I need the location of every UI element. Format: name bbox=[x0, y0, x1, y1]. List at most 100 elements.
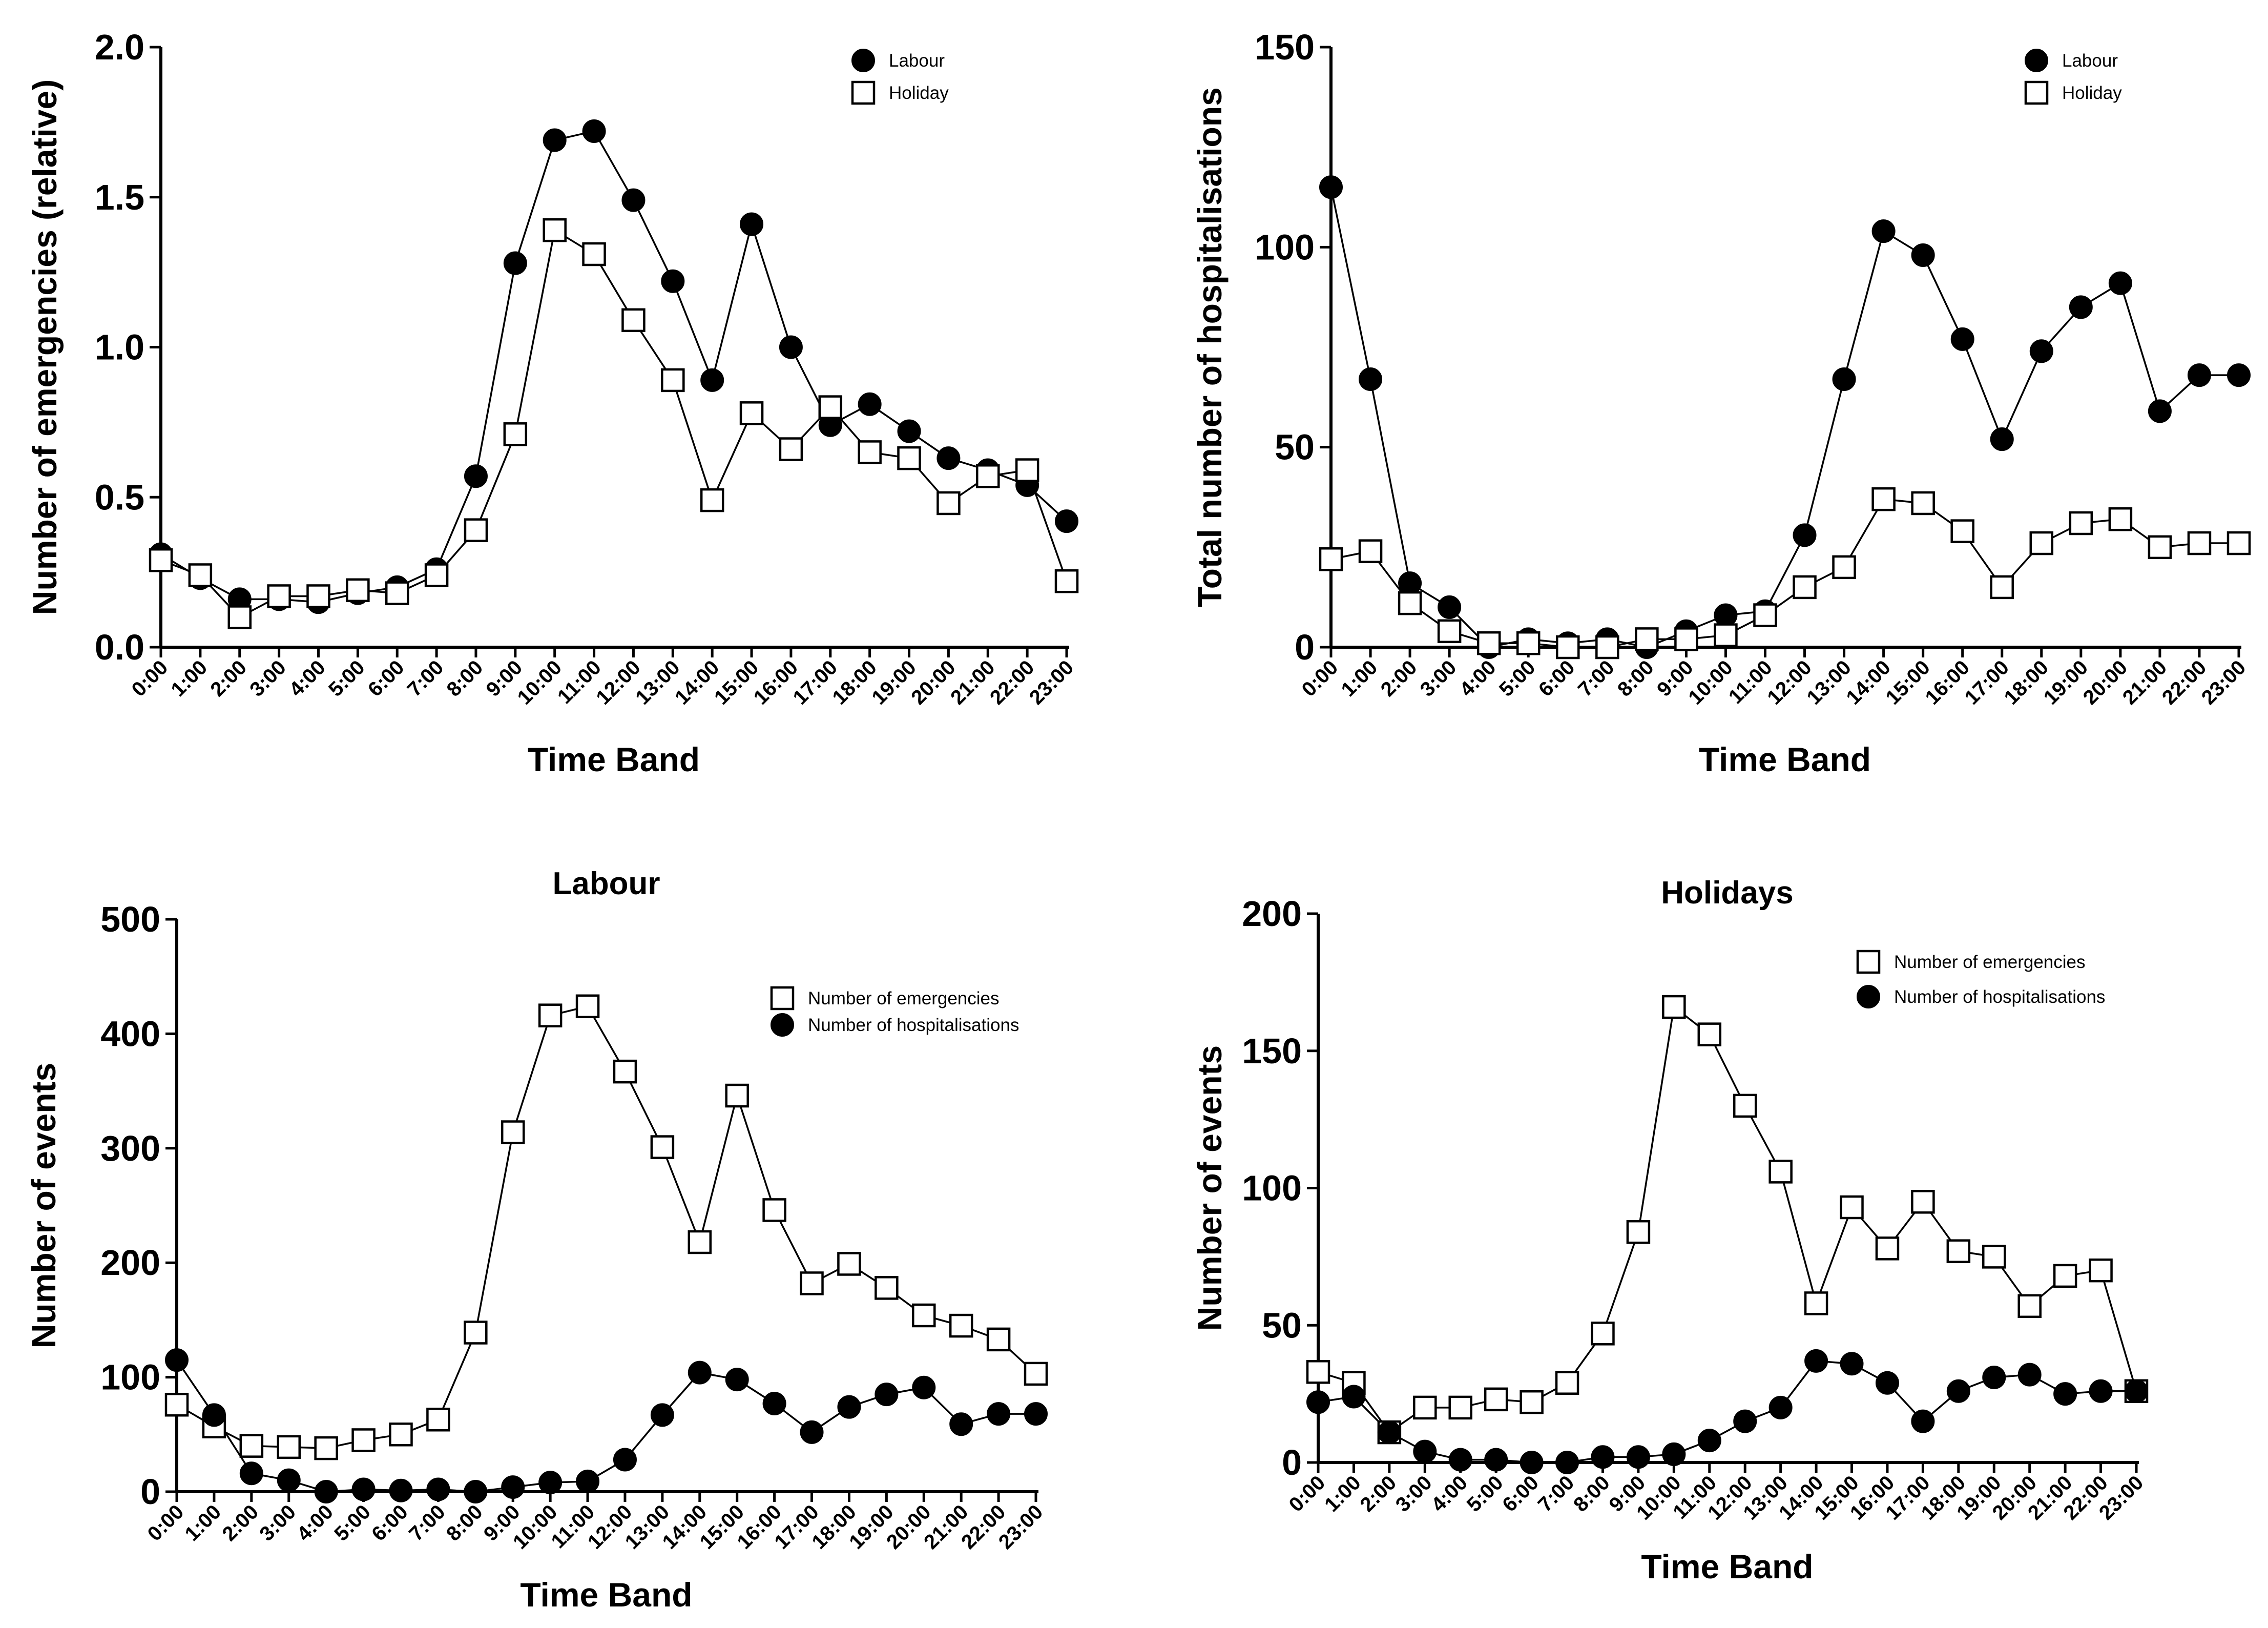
y-tick-label: 400 bbox=[100, 1014, 160, 1054]
y-tick-label: 1.0 bbox=[95, 327, 144, 367]
data-point bbox=[1476, 631, 1501, 655]
y-tick-label: 50 bbox=[1275, 427, 1315, 467]
x-tick-label: 5:00 bbox=[1463, 1471, 1508, 1516]
data-point bbox=[1448, 1448, 1472, 1472]
data-point bbox=[2108, 271, 2132, 295]
y-tick-label: 200 bbox=[1242, 894, 1302, 934]
data-point bbox=[1733, 1094, 1757, 1118]
data-point bbox=[239, 1461, 263, 1486]
x-tick-label: 4:00 bbox=[1427, 1471, 1472, 1516]
x-tick-label: 4:00 bbox=[293, 1500, 338, 1545]
legend-label: Number of emergencies bbox=[808, 988, 1000, 1008]
legend-marker bbox=[1856, 950, 1881, 974]
data-point bbox=[1662, 995, 1686, 1019]
data-point bbox=[2053, 1382, 2077, 1406]
data-point bbox=[149, 548, 173, 572]
data-point bbox=[1697, 1429, 1721, 1453]
data-point bbox=[858, 392, 882, 416]
data-point bbox=[897, 446, 921, 470]
data-point bbox=[1516, 631, 1541, 655]
data-point bbox=[389, 1423, 413, 1447]
data-point bbox=[1804, 1349, 1828, 1373]
data-point bbox=[1413, 1439, 1437, 1464]
x-tick-label: 1:00 bbox=[1320, 1471, 1365, 1516]
x-tick-label: 18:00 bbox=[828, 656, 881, 709]
legend-marker bbox=[771, 1013, 794, 1037]
data-point bbox=[661, 269, 685, 293]
x-tick-label: 11:00 bbox=[553, 656, 606, 708]
data-point bbox=[1626, 1445, 1650, 1469]
data-point bbox=[762, 1198, 786, 1222]
y-tick-label: 500 bbox=[100, 899, 160, 939]
y-tick-label: 50 bbox=[1262, 1305, 1302, 1345]
x-tick-label: 17:00 bbox=[1961, 656, 2013, 709]
y-tick-label: 300 bbox=[100, 1128, 160, 1168]
data-point bbox=[1911, 491, 1935, 516]
legend: Number of emergencies Number of hospitali… bbox=[770, 986, 1019, 1037]
series-line bbox=[176, 1005, 1037, 1449]
data-point bbox=[2069, 511, 2093, 535]
data-point bbox=[700, 368, 724, 392]
series-line bbox=[1318, 1360, 2136, 1464]
data-point bbox=[1448, 1395, 1472, 1420]
x-tick-label: 23:00 bbox=[994, 1500, 1047, 1553]
x-tick-label: 7:00 bbox=[403, 656, 448, 701]
series-labour bbox=[160, 130, 1068, 603]
data-point bbox=[389, 1478, 413, 1502]
data-point bbox=[543, 128, 567, 152]
data-point bbox=[351, 1428, 376, 1452]
series-markers-holiday bbox=[1319, 487, 2251, 660]
y-axis-title: Number of events bbox=[25, 1063, 63, 1348]
data-point bbox=[1871, 487, 1896, 511]
data-point bbox=[1319, 547, 1343, 571]
data-point bbox=[1768, 1160, 1793, 1184]
data-point bbox=[1398, 571, 1422, 595]
y-axis-title: Number of emergencies (relative) bbox=[26, 79, 64, 615]
data-point bbox=[503, 251, 527, 275]
data-point bbox=[239, 1434, 264, 1458]
x-axis-title: Time Band bbox=[1641, 1548, 1813, 1585]
data-point bbox=[912, 1303, 936, 1328]
y-tick-label: 200 bbox=[100, 1243, 160, 1283]
data-point bbox=[2187, 531, 2212, 555]
y-tick-label: 0.0 bbox=[95, 627, 144, 667]
x-tick-label: 4:00 bbox=[1455, 656, 1501, 701]
series-markers-holiday bbox=[149, 218, 1079, 629]
data-point bbox=[2125, 1379, 2148, 1403]
data-point bbox=[1635, 627, 1659, 651]
data-point bbox=[1832, 367, 1856, 391]
data-point bbox=[1804, 1291, 1828, 1315]
data-point bbox=[1911, 243, 1935, 267]
x-axis-title: Time Band bbox=[528, 740, 700, 778]
data-point bbox=[779, 335, 803, 359]
legend-label: Labour bbox=[2062, 51, 2118, 71]
data-point bbox=[2227, 531, 2251, 555]
data-point bbox=[661, 368, 685, 393]
series-markers-labour bbox=[1319, 175, 2251, 659]
data-point bbox=[575, 994, 600, 1019]
x-tick-label: 8:00 bbox=[1613, 656, 1658, 701]
data-point bbox=[837, 1252, 861, 1276]
data-point bbox=[1437, 619, 1462, 644]
y-tick-label: 150 bbox=[1255, 27, 1315, 67]
x-tick-label: 3:00 bbox=[1416, 656, 1461, 701]
data-point bbox=[621, 308, 646, 333]
data-point bbox=[1591, 1445, 1615, 1469]
data-point bbox=[1911, 1190, 1935, 1214]
data-point bbox=[949, 1313, 973, 1338]
data-point bbox=[875, 1276, 899, 1300]
x-tick-label: 10:00 bbox=[509, 1500, 561, 1553]
x-tick-label: 13:00 bbox=[1802, 656, 1855, 709]
data-point bbox=[987, 1402, 1011, 1426]
data-point bbox=[1990, 575, 2014, 600]
data-point bbox=[2187, 363, 2211, 387]
legend-label: Number of hospitalisations bbox=[808, 1015, 1019, 1035]
data-point bbox=[1875, 1371, 1899, 1395]
x-tick-label: 8:00 bbox=[1569, 1471, 1614, 1516]
series-labour bbox=[1330, 187, 2239, 648]
data-point bbox=[800, 1271, 824, 1295]
data-point bbox=[1982, 1245, 2006, 1269]
data-point bbox=[1306, 1390, 1330, 1414]
data-point bbox=[188, 563, 213, 587]
